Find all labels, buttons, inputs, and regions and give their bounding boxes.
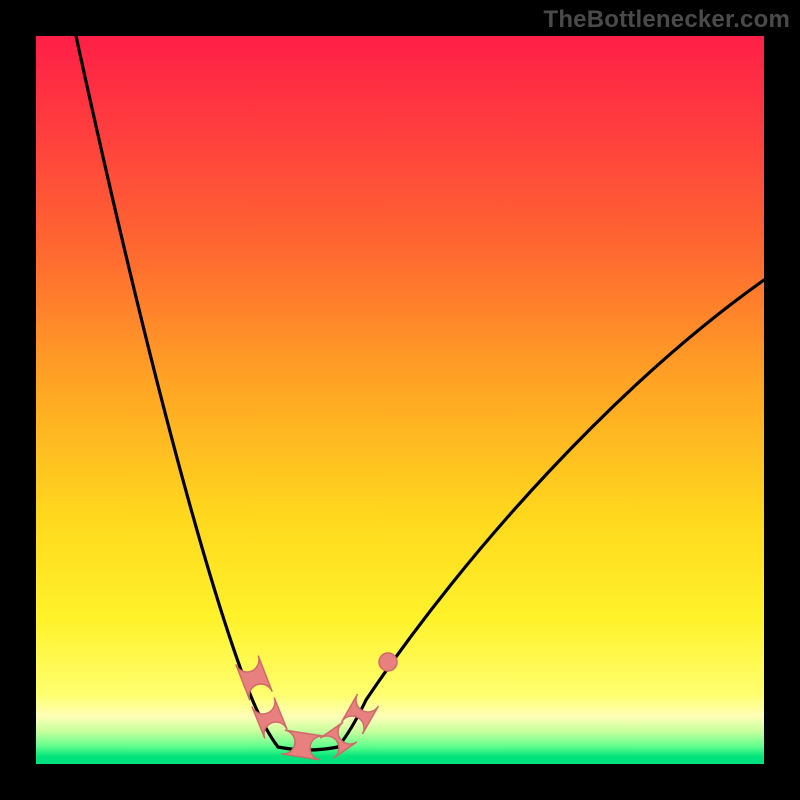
plot-background bbox=[36, 36, 764, 764]
watermark-text: TheBottlenecker.com bbox=[543, 6, 790, 34]
marker-dot bbox=[379, 653, 397, 671]
bottleneck-chart bbox=[0, 0, 800, 800]
chart-container: { "canvas": { "width": 800, "height": 80… bbox=[0, 0, 800, 800]
